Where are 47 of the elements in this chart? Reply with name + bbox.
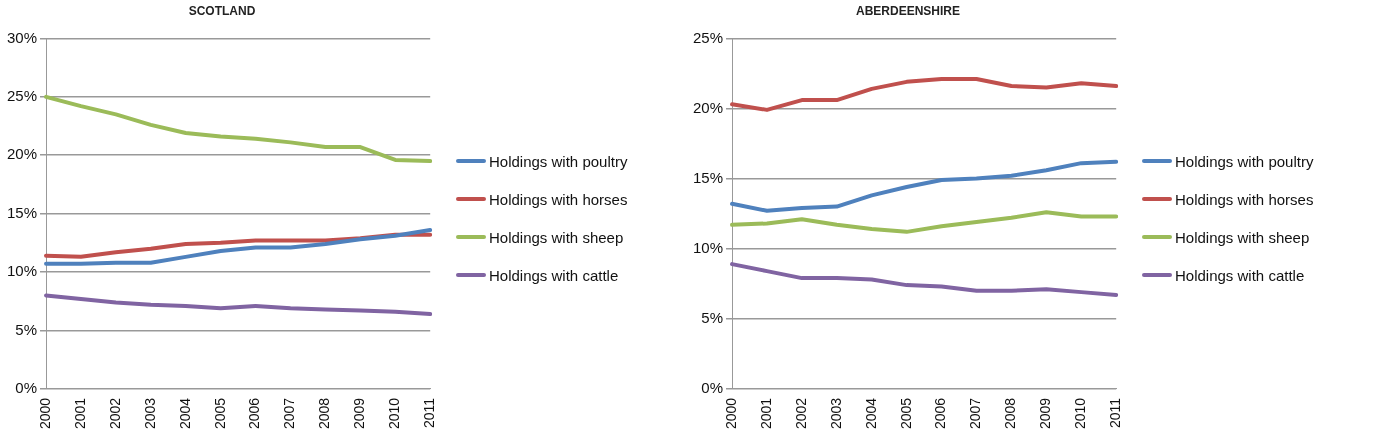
y-tick-label: 10% [692, 238, 724, 256]
x-tick-label: 2004 [176, 397, 193, 430]
x-tick-label: 2003 [141, 397, 158, 430]
chart-title: SCOTLAND [188, 3, 256, 18]
x-tick-label: 2007 [967, 397, 984, 430]
x-tick-label: 2010 [386, 397, 403, 430]
x-tick-label: 2001 [71, 397, 88, 430]
x-tick-label: 2000 [36, 397, 53, 430]
x-tick-label: 2007 [281, 397, 298, 430]
y-tick-label: 15% [692, 168, 724, 186]
x-tick-label: 2002 [106, 397, 123, 430]
y-tick-label: 5% [15, 320, 38, 338]
y-tick-label: 30% [6, 28, 38, 46]
y-tick-label: 25% [6, 86, 38, 104]
x-tick-label: 2005 [897, 397, 914, 430]
legend-label: Holdings with horses [1175, 190, 1314, 208]
y-tick-label: 0% [701, 379, 724, 396]
y-tick-label: 5% [701, 308, 724, 326]
y-tick-label: 0% [15, 379, 38, 396]
x-tick-label: 2003 [827, 397, 844, 430]
x-tick-label: 2006 [932, 397, 949, 430]
legend-label: Holdings with poultry [489, 152, 628, 170]
x-tick-label: 2011 [1107, 397, 1124, 428]
legend-label: Holdings with sheep [1175, 228, 1310, 246]
y-tick-label: 10% [6, 262, 38, 280]
x-tick-label: 2008 [1002, 397, 1019, 430]
x-tick-label: 2009 [1037, 397, 1054, 430]
legend-label: Holdings with horses [489, 190, 628, 208]
x-tick-label: 2000 [722, 397, 739, 430]
x-tick-label: 2001 [757, 397, 774, 430]
chart-title: ABERDEENSHIRE [855, 3, 961, 18]
legend-label: Holdings with cattle [1175, 266, 1305, 284]
y-tick-label: 20% [6, 145, 38, 163]
legend-label: Holdings with sheep [489, 228, 624, 246]
x-tick-label: 2006 [246, 397, 263, 430]
x-tick-label: 2009 [351, 397, 368, 430]
x-tick-label: 2004 [862, 397, 879, 430]
y-tick-label: 25% [692, 28, 724, 46]
y-tick-label: 20% [692, 98, 724, 116]
x-tick-label: 2011 [421, 397, 438, 428]
x-tick-label: 2010 [1072, 397, 1089, 430]
x-tick-label: 2005 [211, 397, 228, 430]
y-tick-label: 15% [6, 203, 38, 221]
legend-label: Holdings with poultry [1175, 152, 1314, 170]
x-tick-label: 2008 [316, 397, 333, 430]
legend-label: Holdings with cattle [489, 266, 619, 284]
x-tick-label: 2002 [792, 397, 809, 430]
